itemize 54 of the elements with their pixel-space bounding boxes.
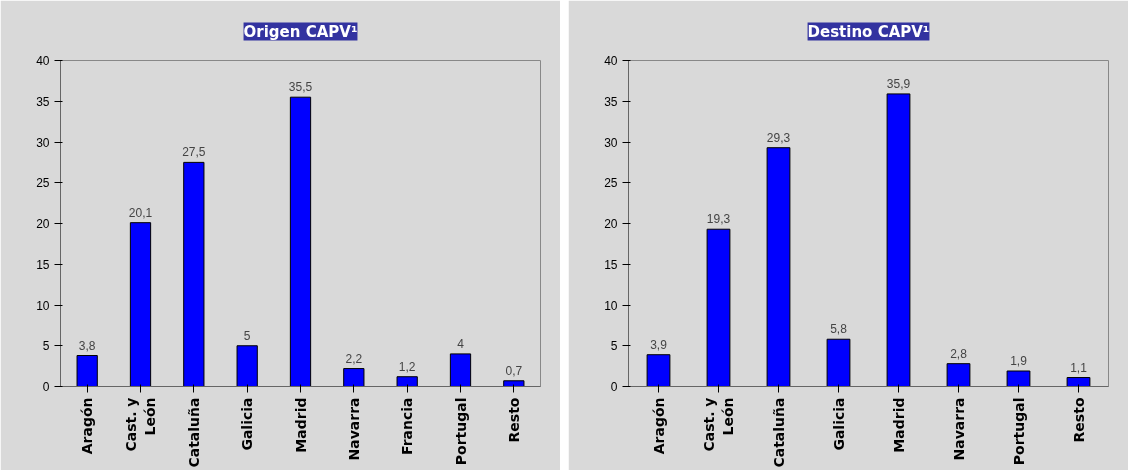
y-tick-label: 0	[42, 380, 50, 394]
data-label: 1,1	[1070, 360, 1088, 375]
chart-title: Destino CAPV¹	[807, 22, 930, 41]
y-tick-label: 20	[604, 217, 618, 231]
data-label: 1,9	[1010, 354, 1028, 369]
data-label: 35,5	[288, 80, 313, 95]
y-tick-label: 30	[604, 135, 618, 150]
data-label: 0,7	[505, 363, 523, 378]
y-tick-label: 35	[36, 94, 50, 109]
y-tick-label: 35	[604, 94, 618, 109]
data-label: 19,3	[706, 212, 731, 227]
data-label: 4	[457, 336, 465, 351]
y-tick-label: 5	[610, 339, 618, 354]
y-tick-label: 40	[36, 54, 50, 68]
data-label: 35,9	[886, 76, 911, 91]
y-tick-label: 30	[36, 135, 50, 150]
y-tick-label: 15	[36, 257, 50, 272]
x-tick-label: Cataluña	[770, 397, 787, 468]
y-tick-label: 0	[610, 380, 618, 394]
y-tick-label: 40	[604, 54, 618, 68]
x-tick-label: Portugal	[452, 397, 469, 466]
y-tick-label: 20	[36, 217, 50, 231]
x-tick-label: Resto	[1070, 397, 1087, 443]
x-tick-label: Aragón	[79, 397, 96, 455]
x-tick-label: Madrid	[890, 397, 907, 453]
x-tick-label: Cast. y León	[700, 397, 737, 452]
x-tick-label: Navarra	[345, 397, 362, 461]
x-tick-label: Madrid	[292, 397, 309, 453]
x-tick-label: Galicia	[239, 397, 256, 451]
x-tick-label: Aragón	[650, 397, 667, 455]
x-tick-label: Francia	[399, 397, 416, 456]
data-label: 5,8	[830, 322, 848, 337]
y-tick-label: 25	[36, 176, 50, 191]
data-label: 2,2	[345, 351, 363, 366]
x-tick-label: Cataluña	[185, 397, 202, 468]
y-tick-label: 15	[604, 257, 618, 272]
x-tick-label: Portugal	[1010, 397, 1027, 466]
x-tick-label: Cast. y León	[122, 397, 159, 452]
data-label: 29,3	[766, 130, 791, 145]
x-tick-label: Resto	[505, 397, 522, 443]
data-label: 27,5	[182, 145, 206, 160]
x-tick-label: Galicia	[830, 397, 847, 451]
data-label: 20,1	[128, 205, 153, 220]
y-tick-label: 10	[36, 298, 50, 313]
data-label: 3,8	[78, 338, 96, 353]
data-label: 1,2	[398, 359, 416, 374]
data-label: 5	[243, 328, 251, 343]
y-tick-label: 5	[42, 339, 50, 354]
data-label: 2,8	[950, 346, 968, 361]
chart-title: Origen CAPV¹	[243, 22, 358, 41]
y-tick-label: 10	[604, 298, 618, 313]
data-label: 3,9	[650, 337, 668, 352]
x-tick-label: Navarra	[950, 397, 967, 461]
y-tick-label: 25	[604, 176, 618, 191]
